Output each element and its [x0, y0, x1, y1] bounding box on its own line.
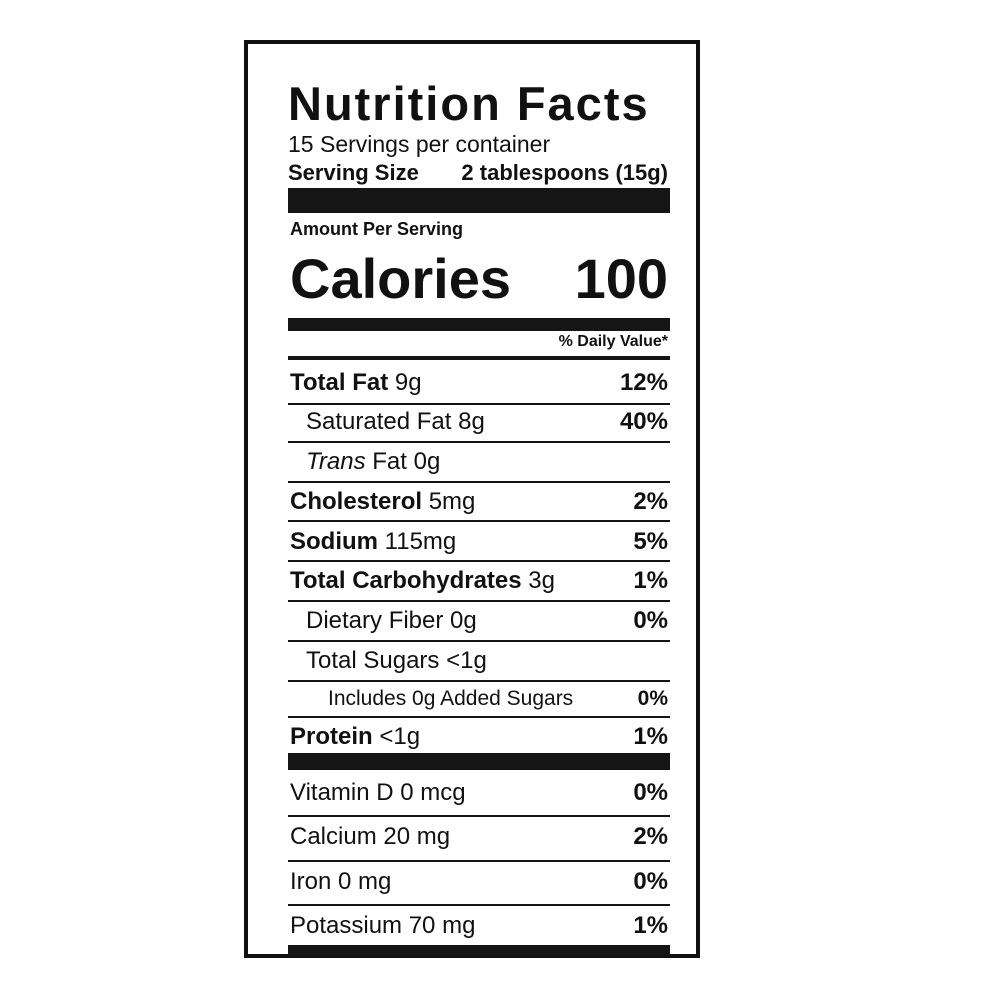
daily-value: 2% — [633, 488, 668, 515]
nutrient-label: Saturated Fat 8g — [290, 407, 485, 437]
row-rule — [288, 481, 670, 483]
nutrient-name: Saturated Fat — [306, 408, 452, 435]
row-rule — [288, 716, 670, 718]
nutrient-row: Total Sugars <1g — [290, 646, 668, 676]
daily-value: 1% — [633, 723, 668, 750]
label-border — [244, 40, 700, 958]
row-rule — [288, 860, 670, 862]
vitamin-name: Calcium 20 mg — [290, 823, 451, 850]
serving-size: Serving Size 2 tablespoons (15g) — [288, 160, 668, 186]
vitamin-row: Iron 0 mg 0% — [290, 867, 668, 897]
nutrient-amount: <1g — [379, 723, 421, 750]
row-rule — [288, 403, 670, 405]
nutrient-label: Includes 0g Added Sugars — [290, 684, 573, 714]
nutrient-name: Sodium — [290, 528, 378, 555]
nutrient-amount: 5mg — [428, 488, 476, 515]
row-rule — [288, 441, 670, 443]
nutrient-name: Dietary Fiber — [306, 607, 444, 634]
row-rule — [288, 600, 670, 602]
calories-label: Calories — [290, 247, 511, 310]
nutrient-amount: 9g — [394, 369, 422, 396]
rule — [288, 356, 670, 360]
daily-value: 0% — [633, 868, 668, 895]
nutrient-row: Cholesterol 5mg 2% — [290, 487, 668, 517]
nutrient-row: Protein <1g 1% — [290, 722, 668, 752]
nutrient-name: Includes 0g Added Sugars — [328, 687, 574, 710]
row-rule — [288, 680, 670, 682]
serving-size-label: Serving Size — [288, 160, 419, 185]
nutrient-row: Sodium 115mg 5% — [290, 527, 668, 557]
amount-per-serving: Amount Per Serving — [290, 219, 464, 239]
nutrient-label: Trans Fat 0g — [290, 447, 440, 477]
daily-value: 12% — [619, 369, 668, 396]
daily-value: 0% — [637, 687, 668, 710]
row-rule — [288, 520, 670, 522]
nutrient-amount: 3g — [528, 567, 555, 594]
daily-value: 0% — [633, 779, 668, 806]
row-rule — [288, 560, 670, 562]
row-rule — [288, 904, 670, 906]
nutrient-label: Cholesterol 5mg — [290, 487, 475, 517]
serving-size-value: 2 tablespoons (15g) — [461, 160, 668, 185]
nutrient-name: Fat — [372, 448, 407, 475]
daily-value: 1% — [633, 567, 668, 594]
thick-rule — [288, 188, 670, 213]
calories: Calories 100 — [290, 246, 668, 311]
servings: 15 Servings per container — [288, 131, 551, 157]
nutrient-row: Includes 0g Added Sugars 0% — [290, 684, 668, 714]
nutrient-row: Total Carbohydrates 3g 1% — [290, 566, 668, 596]
nutrient-name: Total Carbohydrates — [290, 567, 522, 594]
nutrient-label: Total Fat 9g — [290, 368, 422, 398]
daily-value-header: % Daily Value* — [558, 333, 668, 350]
nutrient-name: Total Fat — [290, 369, 389, 396]
nutrient-row: Dietary Fiber 0g 0% — [290, 606, 668, 636]
nutrient-label: Sodium 115mg — [290, 527, 456, 557]
nutrient-row: Trans Fat 0g — [290, 447, 668, 477]
nutrient-label: Total Sugars <1g — [290, 646, 487, 676]
nutrient-label: Protein <1g — [290, 722, 420, 752]
nutrient-row: Saturated Fat 8g 40% — [290, 407, 668, 437]
vitamin-name: Vitamin D 0 mcg — [290, 779, 466, 806]
nutrient-label: Dietary Fiber 0g — [290, 606, 477, 636]
nutrient-name: Protein — [290, 723, 373, 750]
nutrient-amount: 115mg — [384, 528, 457, 555]
vitamin-row: Potassium 70 mg 1% — [290, 911, 668, 941]
nutrient-name: Cholesterol — [290, 488, 423, 515]
vitamin-name: Potassium 70 mg — [290, 912, 476, 939]
row-rule — [288, 640, 670, 642]
calories-value: 100 — [574, 247, 668, 310]
medium-rule — [288, 318, 670, 331]
daily-value: 1% — [633, 912, 668, 939]
vitamin-row: Calcium 20 mg 2% — [290, 822, 668, 852]
nutrient-name-italic: Trans — [306, 448, 366, 475]
daily-value: 5% — [633, 528, 668, 555]
nutrient-name: Total Sugars — [306, 647, 440, 674]
vitamin-name: Iron 0 mg — [290, 868, 392, 895]
thick-rule — [288, 945, 670, 955]
nutrient-amount: 0g — [450, 607, 477, 634]
row-rule — [288, 815, 670, 817]
thick-rule — [288, 753, 670, 770]
nutrient-amount: <1g — [446, 647, 487, 674]
nutrient-amount: 0g — [413, 448, 441, 475]
nutrient-label: Total Carbohydrates 3g — [290, 566, 555, 596]
nutrient-row: Total Fat 9g 12% — [290, 368, 668, 398]
title: Nutrition Facts — [288, 77, 650, 130]
vitamin-row: Vitamin D 0 mcg 0% — [290, 778, 668, 808]
nutrient-amount: 8g — [458, 408, 485, 435]
daily-value: 2% — [633, 823, 668, 850]
daily-value: 0% — [633, 607, 668, 634]
daily-value: 40% — [619, 408, 668, 435]
